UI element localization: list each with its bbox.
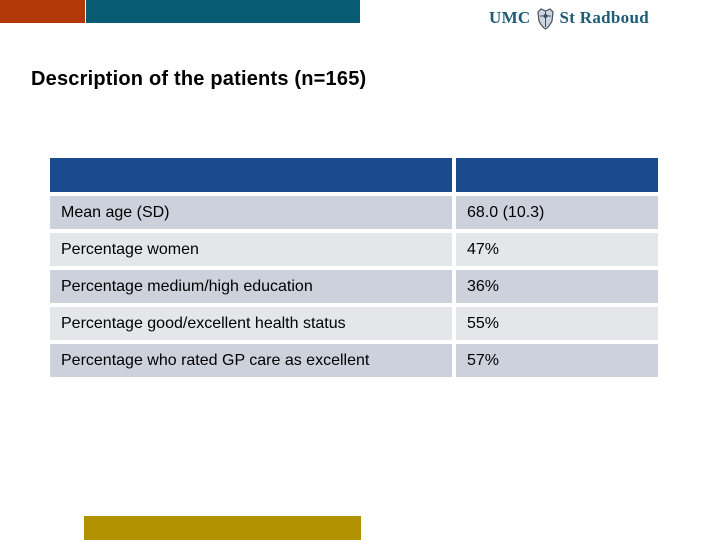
slide-title: Description of the patients (n=165): [31, 68, 367, 90]
row-label-health: Percentage good/excellent health status: [50, 307, 452, 340]
row-value-mean-age: 68.0 (10.3): [456, 196, 658, 229]
top-accent-bar-teal: [86, 0, 360, 23]
top-accent-bar-red: [0, 0, 85, 23]
patients-table: Mean age (SD) 68.0 (10.3) Percentage wom…: [50, 158, 658, 377]
row-label-women: Percentage women: [50, 233, 452, 266]
row-value-women: 47%: [456, 233, 658, 266]
row-value-education: 36%: [456, 270, 658, 303]
row-label-education: Percentage medium/high education: [50, 270, 452, 303]
table-header-label-cell: [50, 158, 452, 192]
umc-radboud-logo: UMC St Radboud: [489, 6, 649, 30]
row-value-gp-care: 57%: [456, 344, 658, 377]
radboud-crest-icon: [536, 7, 555, 30]
table-header-value-cell: [456, 158, 658, 192]
logo-radboud-text: St Radboud: [559, 8, 649, 27]
row-label-gp-care: Percentage who rated GP care as excellen…: [50, 344, 452, 377]
row-label-mean-age: Mean age (SD): [50, 196, 452, 229]
row-value-health: 55%: [456, 307, 658, 340]
logo-umc-text: UMC: [489, 8, 531, 27]
footer-accent-bar-gold: [84, 516, 361, 540]
